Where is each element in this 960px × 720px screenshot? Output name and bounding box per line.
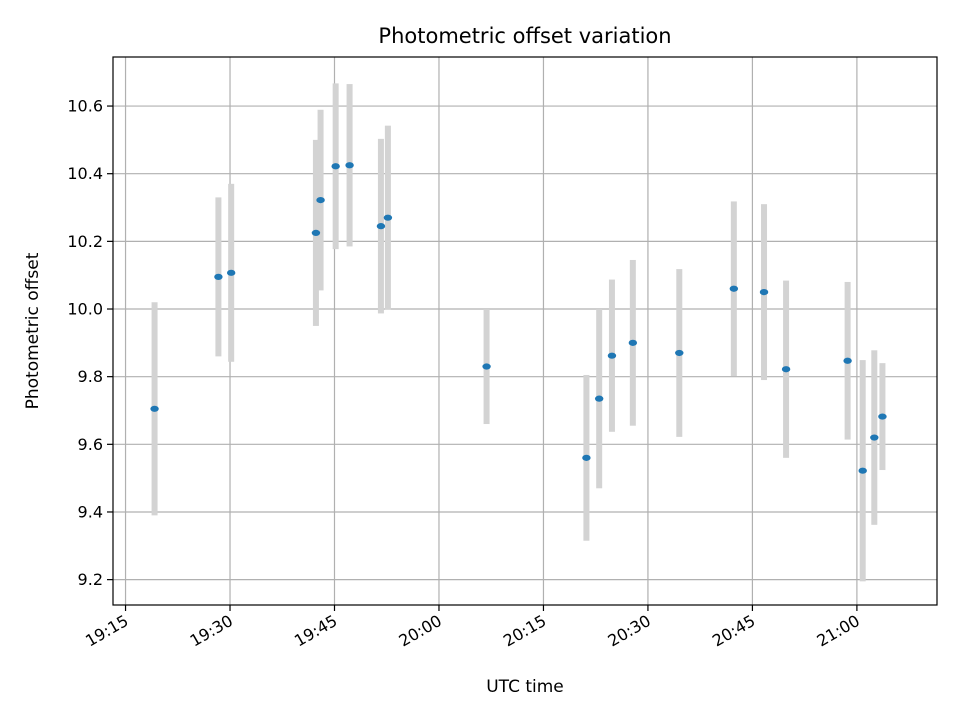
data-point — [331, 163, 340, 170]
y-tick-label: 10.0 — [67, 300, 103, 319]
data-point — [316, 196, 325, 204]
data-point — [383, 214, 393, 221]
data-point — [150, 405, 159, 412]
y-tick-label: 10.6 — [67, 97, 103, 116]
plot-frame — [112, 56, 938, 606]
y-tick-label: 9.6 — [78, 435, 103, 454]
y-tick-label: 10.4 — [67, 164, 103, 183]
chart-title: Photometric offset variation — [378, 24, 671, 48]
y-axis: 9.2 9.4 9.6 9.8 10.0 10.2 10.4 10.6 — [67, 97, 113, 589]
x-axis-label: UTC time — [486, 677, 564, 697]
data-point — [582, 454, 591, 461]
data-point — [482, 363, 491, 370]
data-point — [345, 162, 354, 169]
data-point — [729, 285, 739, 292]
data-point — [675, 349, 684, 357]
data-point — [607, 352, 617, 359]
y-tick-label: 10.2 — [67, 232, 103, 251]
y-tick-label: 9.8 — [78, 367, 103, 386]
y-axis-label: Photometric offset — [23, 252, 43, 409]
data-point — [226, 269, 236, 276]
point-layer — [150, 162, 887, 474]
data-point — [594, 395, 604, 402]
data-point — [628, 339, 638, 346]
data-point — [376, 223, 386, 230]
data-point — [878, 413, 887, 420]
data-point — [843, 357, 852, 364]
data-point — [870, 434, 879, 441]
grid-layer — [113, 57, 937, 605]
y-tick-label: 9.4 — [78, 502, 103, 521]
data-point — [214, 273, 223, 280]
data-point — [311, 229, 321, 237]
data-point — [759, 288, 769, 296]
data-point — [858, 467, 867, 474]
y-tick-label: 9.2 — [78, 570, 103, 589]
data-point — [781, 366, 791, 373]
